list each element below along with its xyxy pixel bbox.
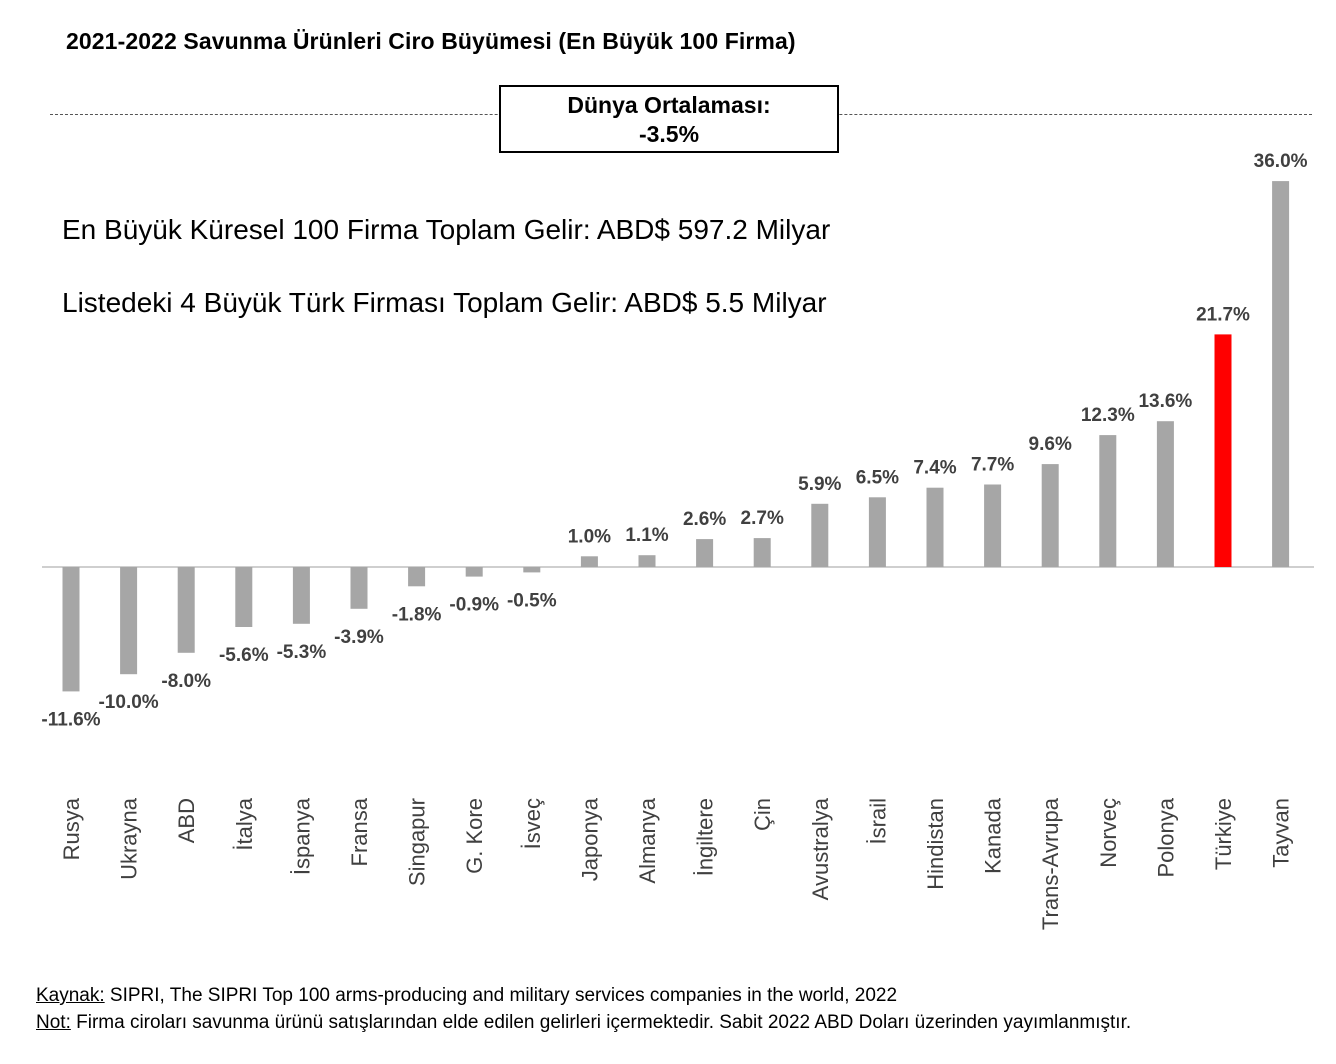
data-label-6: -3.9% — [334, 627, 384, 648]
category-label-18: Trans-Avrupa — [1038, 797, 1063, 930]
category-label-8: G. Kore — [462, 798, 487, 874]
category-label-12: İngiltere — [693, 798, 718, 876]
data-label-8: -0.9% — [449, 595, 499, 616]
note-label: Not: — [36, 1012, 71, 1033]
footnote: Not: Firma ciroları savunma ürünü satışl… — [36, 1012, 1131, 1034]
bar-6 — [350, 567, 368, 609]
category-label-1: Rusya — [59, 797, 84, 860]
category-label-20: Polonya — [1153, 797, 1178, 877]
data-label-5: -5.3% — [277, 642, 327, 663]
bar-13 — [753, 538, 771, 567]
data-label-17: 7.7% — [971, 455, 1014, 476]
data-label-1: -11.6% — [41, 709, 100, 730]
category-label-15: İsrail — [865, 798, 890, 844]
bar-15 — [868, 497, 886, 567]
world-average-value: -3.5% — [638, 121, 700, 147]
bar-14 — [811, 503, 829, 567]
category-label-14: Avustralya — [808, 797, 833, 900]
category-label-13: Çin — [750, 798, 775, 831]
data-label-10: 1.0% — [568, 526, 611, 547]
bar-8 — [465, 567, 483, 577]
category-label-7: Singapur — [405, 798, 430, 886]
category-label-6: Fransa — [347, 797, 372, 866]
bar-16 — [926, 487, 944, 567]
category-label-4: İtalya — [232, 797, 257, 850]
bar-19 — [1099, 435, 1117, 567]
data-label-13: 2.7% — [741, 508, 784, 529]
source-note: Kaynak: SIPRI, The SIPRI Top 100 arms-pr… — [36, 985, 897, 1007]
bar-5 — [292, 567, 310, 624]
data-label-21: 21.7% — [1196, 304, 1250, 325]
bar-1 — [62, 567, 80, 692]
data-label-19: 12.3% — [1081, 405, 1135, 426]
category-label-11: Almanya — [635, 797, 660, 883]
category-label-5: İspanya — [289, 797, 314, 875]
category-label-21: Türkiye — [1211, 798, 1236, 870]
bar-22 — [1272, 181, 1290, 567]
data-label-20: 13.6% — [1138, 391, 1192, 412]
bar-9 — [523, 567, 541, 573]
bar-4 — [235, 567, 253, 627]
bar-12 — [696, 539, 714, 567]
source-text: SIPRI, The SIPRI Top 100 arms-producing … — [104, 985, 898, 1006]
data-label-14: 5.9% — [798, 474, 841, 495]
bar-20 — [1156, 421, 1174, 567]
category-label-17: Kanada — [981, 797, 1006, 874]
data-label-18: 9.6% — [1029, 434, 1072, 455]
data-label-2: -10.0% — [98, 692, 158, 713]
bar-7 — [408, 567, 426, 587]
chart-title: 2021-2022 Savunma Ürünleri Ciro Büyümesi… — [66, 28, 796, 54]
data-label-3: -8.0% — [161, 671, 211, 692]
data-label-7: -1.8% — [392, 604, 442, 625]
category-label-16: Hindistan — [923, 798, 948, 890]
data-label-11: 1.1% — [625, 525, 668, 546]
data-label-12: 2.6% — [683, 509, 726, 530]
bar-17 — [984, 484, 1002, 567]
total-revenue-text: En Büyük Küresel 100 Firma Toplam Gelir:… — [62, 214, 831, 245]
turkish-firms-revenue-text: Listedeki 4 Büyük Türk Firması Toplam Ge… — [62, 287, 827, 318]
bar-chart: -11.6% Rusya -10.0% Ukrayna -8.0% ABD -5.6% İta… — [41, 151, 1314, 930]
category-label-3: ABD — [174, 798, 199, 843]
note-text: Firma ciroları savunma ürünü satışlarınd… — [70, 1012, 1132, 1033]
data-label-16: 7.4% — [913, 458, 956, 479]
category-label-2: Ukrayna — [117, 797, 142, 880]
source-label: Kaynak: — [36, 985, 105, 1006]
category-label-9: İsveç — [520, 798, 545, 849]
data-label-4: -5.6% — [219, 645, 269, 666]
bar-11 — [638, 555, 656, 567]
data-label-15: 6.5% — [856, 467, 899, 488]
bar-3 — [177, 567, 195, 653]
bar-18 — [1041, 464, 1059, 567]
category-label-22: Tayvan — [1269, 798, 1294, 868]
bar-21 — [1214, 334, 1232, 567]
data-label-22: 36.0% — [1254, 151, 1308, 172]
bar-10 — [580, 556, 598, 567]
bar-2 — [120, 567, 138, 675]
data-label-9: -0.5% — [507, 590, 557, 611]
world-average-label: Dünya Ortalaması: — [567, 92, 771, 118]
category-label-10: Japonya — [577, 797, 602, 881]
world-average-box: Dünya Ortalaması: -3.5% — [499, 85, 839, 153]
category-label-19: Norveç — [1096, 798, 1121, 868]
